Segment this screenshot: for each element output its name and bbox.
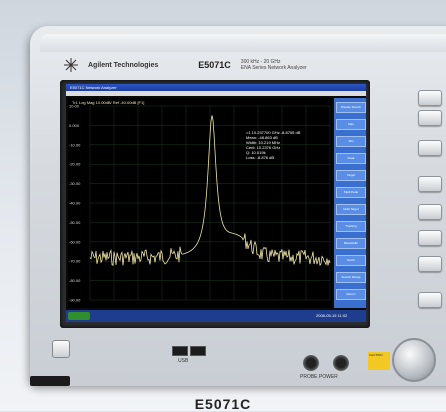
y-tick-label: -60.00 — [69, 239, 81, 244]
softkey-0[interactable]: Display Search — [336, 102, 366, 113]
softkey-5[interactable]: Multi Peak — [336, 187, 366, 198]
softkey-8[interactable]: Bandwidth — [336, 238, 366, 249]
softkey-7[interactable]: Tracking — [336, 221, 366, 232]
hardkey-3[interactable] — [418, 140, 442, 156]
instrument-header: Agilent Technologies E5071C 300 kHz - 20… — [64, 52, 384, 78]
start-button[interactable] — [68, 312, 90, 320]
hardkey-1[interactable] — [418, 90, 442, 106]
usb-port-2[interactable] — [190, 346, 206, 356]
y-tick-label: -30.00 — [69, 181, 81, 186]
softkey-panel: Display Search Max Min Peak Target Multi Peak… — [334, 98, 366, 308]
y-tick-label: -20.00 — [69, 162, 81, 167]
usb-label: USB — [178, 358, 189, 364]
power-button[interactable] — [52, 340, 70, 358]
instrument-foot — [30, 376, 70, 386]
y-tick-label: -70.00 — [69, 259, 81, 264]
y-tick-label: 10.00 — [69, 104, 80, 109]
hardkey-2[interactable] — [418, 110, 442, 126]
probe-port-2[interactable] — [333, 355, 349, 371]
trace-plot[interactable]: 10.00 0.000 -10.00 -20.00 -30.00 -40.00 -50.00… — [68, 98, 332, 308]
probe-label: PROBE POWER — [300, 374, 338, 380]
y-tick-label: -90.00 — [69, 298, 81, 303]
menu-bar[interactable] — [66, 91, 366, 96]
trace-svg: 10.00 0.000 -10.00 -20.00 -30.00 -40.00 -50.00… — [69, 104, 331, 303]
hardkey-8[interactable] — [418, 292, 442, 308]
hardkey-4[interactable] — [418, 176, 442, 192]
y-tick-label: 0.000 — [69, 123, 80, 128]
softkey-9[interactable]: Notch — [336, 255, 366, 266]
y-tick-label: -40.00 — [69, 201, 81, 206]
measurement-trace — [89, 115, 331, 267]
model-number: E5071C — [198, 60, 231, 70]
softkey-10[interactable]: Search Range — [336, 272, 366, 283]
y-tick-label: -50.00 — [69, 220, 81, 225]
front-panel-keys — [380, 80, 446, 330]
marker-readout: >1 10.237700 GHz -8.8755 dB Mean: -48.86… — [246, 130, 301, 160]
y-tick-label: -80.00 — [69, 278, 81, 283]
hardkey-5[interactable] — [418, 204, 442, 220]
model-description: 300 kHz - 20 GHz ENA Series Network Anal… — [240, 59, 307, 71]
brand-name: Agilent Technologies — [88, 61, 159, 69]
softkey-3[interactable]: Peak — [336, 153, 366, 164]
softkey-1[interactable]: Max — [336, 119, 366, 130]
agilent-logo-icon — [64, 58, 78, 72]
top-strip — [40, 34, 446, 52]
caution-label: CAUTION — [368, 352, 390, 370]
analyzer-screen[interactable]: E5071C Network Analyzer 10.00 0.000 -10.00… — [66, 84, 366, 322]
trace-title: Tr1 Log Mag 10.00dB/ Ref -40.00dB [F1] — [72, 100, 145, 105]
window-titlebar: E5071C Network Analyzer — [66, 84, 366, 91]
usb-port-1[interactable] — [172, 346, 188, 356]
softkey-2[interactable]: Min — [336, 136, 366, 147]
hardkey-6[interactable] — [418, 230, 442, 246]
probe-port-1[interactable] — [303, 355, 319, 371]
test-port-connector[interactable] — [392, 338, 436, 382]
caption: E5071C — [194, 396, 252, 412]
softkey-11[interactable]: Return — [336, 289, 366, 300]
y-tick-label: -10.00 — [69, 142, 81, 147]
status-bar — [66, 310, 366, 322]
softkey-6[interactable]: Multi Target — [336, 204, 366, 215]
hardkey-7[interactable] — [418, 256, 442, 272]
softkey-4[interactable]: Target — [336, 170, 366, 181]
clock: 2008-05-15 11:02 — [316, 313, 348, 318]
